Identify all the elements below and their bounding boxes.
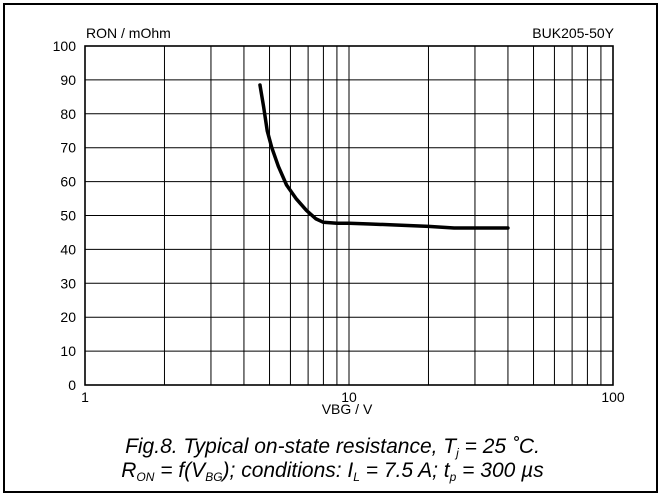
caption-text: = 25 ˚C. [458,435,540,458]
caption-text: = 300 µs [456,459,544,482]
figure-caption-line-1: Fig.8. Typical on-state resistance, Tj =… [0,435,665,459]
caption-text: Fig.8. Typical on-state resistance, T [125,435,457,458]
caption-subscript: p [449,470,457,484]
caption-text: ); conditions: I [222,459,354,482]
caption-subscript: ON [136,470,155,484]
caption-text: R [121,459,137,482]
caption-text: = 7.5 A; t [359,459,450,482]
y-tick-label: 80 [60,106,76,122]
series-line [258,83,510,230]
caption-subscript: L [353,470,360,484]
y-tick-label: 10 [60,343,76,359]
y-tick-label: 50 [60,208,76,224]
y-tick-label: 0 [68,377,76,393]
figure-caption-line-2: RON = f(VBG); conditions: IL = 7.5 A; tp… [0,459,665,483]
x-tick-label: 100 [601,389,625,405]
y-tick-label: 40 [60,241,76,257]
y-axis-label: RON / mOhm [86,25,171,41]
part-number-label: BUK205-50Y [532,25,614,41]
chart-frame [3,3,658,493]
x-axis-label: VBG / V [322,401,373,417]
y-tick-label: 70 [60,140,76,156]
caption-subscript: j [456,446,459,460]
y-tick-label: 90 [60,72,76,88]
grid [84,45,614,386]
caption-text: = f(V [154,459,206,482]
y-tick-label: 60 [60,174,76,190]
y-tick-label: 20 [60,309,76,325]
x-tick-label: 10 [341,389,357,405]
y-tick-label: 100 [53,38,77,54]
y-tick-label: 30 [60,275,76,291]
x-tick-label: 1 [81,389,89,405]
caption-subscript: BG [205,470,223,484]
